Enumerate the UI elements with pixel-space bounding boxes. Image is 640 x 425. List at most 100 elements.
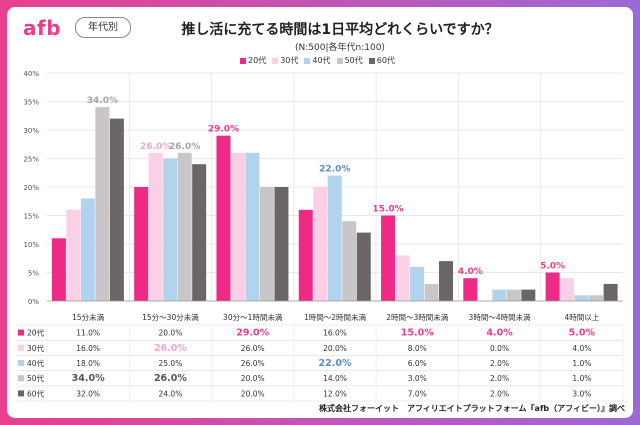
table-cell: 2.0% bbox=[490, 359, 509, 368]
table-cell: 20.0% bbox=[241, 374, 265, 383]
y-tick-label: 0% bbox=[28, 298, 39, 306]
y-tick-label: 35% bbox=[23, 99, 39, 107]
bar-60代 bbox=[356, 232, 371, 301]
bar-30代 bbox=[66, 209, 81, 301]
legend-swatch bbox=[368, 57, 375, 64]
table-cell: 2.0% bbox=[490, 389, 509, 398]
bar-20代 bbox=[216, 135, 231, 301]
bar-20代 bbox=[51, 238, 66, 301]
x-tick-label: 15分～30分未満 bbox=[142, 312, 199, 322]
data-label: 26.0% bbox=[169, 142, 200, 152]
table-cell: 7.0% bbox=[408, 389, 427, 398]
legend-swatch bbox=[272, 57, 279, 64]
table-cell: 1.0% bbox=[572, 359, 591, 368]
x-tick-label: 3時間～4時間未満 bbox=[469, 312, 532, 322]
table-cell: 16.0% bbox=[76, 344, 100, 353]
table-cell: 15.0% bbox=[401, 328, 434, 339]
table-cell: 3.0% bbox=[408, 374, 427, 383]
bar-30代 bbox=[395, 255, 410, 301]
bar-40代 bbox=[327, 175, 342, 301]
table-cell: 12.0% bbox=[323, 389, 347, 398]
table-cell: 26.0% bbox=[154, 373, 187, 384]
table-row-label: 60代 bbox=[27, 388, 45, 398]
table-row-label: 30代 bbox=[27, 343, 45, 353]
legend-label: 30代 bbox=[280, 56, 299, 65]
table-row-swatch bbox=[18, 375, 24, 382]
table-cell: 6.0% bbox=[408, 359, 427, 368]
table-cell: 24.0% bbox=[159, 389, 183, 398]
y-tick-label: 40% bbox=[23, 70, 39, 78]
table-cell: 22.0% bbox=[319, 358, 352, 369]
bar-30代 bbox=[560, 278, 575, 301]
bar-50代 bbox=[424, 283, 439, 301]
bar-40代 bbox=[410, 266, 425, 301]
bar-chart: 0% 5% 10% 15% 20% 25% 30% 35% 40% 15分未満 15分～30分未満 3… bbox=[17, 70, 624, 402]
y-tick-label: 25% bbox=[23, 156, 39, 164]
table-cell: 8.0% bbox=[408, 344, 427, 353]
table-cell: 14.0% bbox=[323, 374, 347, 383]
table-cell: 34.0% bbox=[72, 373, 105, 384]
bar-20代 bbox=[134, 187, 149, 301]
data-label: 15.0% bbox=[372, 205, 403, 215]
table-cell: 5.0% bbox=[569, 328, 596, 339]
y-tick-label: 5% bbox=[28, 270, 39, 278]
table-row-swatch bbox=[18, 344, 24, 351]
legend-label: 40代 bbox=[312, 56, 331, 65]
legend-item: 40代 bbox=[304, 55, 331, 66]
bar-40代 bbox=[492, 289, 507, 301]
legend-item: 30代 bbox=[272, 55, 298, 66]
bar-50代 bbox=[506, 289, 521, 301]
data-label: 34.0% bbox=[87, 96, 118, 106]
bar-50代 bbox=[589, 295, 604, 301]
legend-swatch bbox=[240, 57, 246, 64]
table-row-swatch bbox=[18, 329, 24, 336]
afb-logo: afb bbox=[23, 16, 62, 40]
bar-50代 bbox=[259, 187, 274, 301]
legend: 20代 30代 40代 50代 60代 bbox=[240, 55, 395, 66]
table-cell: 18.0% bbox=[76, 359, 100, 368]
bar-50代 bbox=[95, 107, 110, 301]
bar-60代 bbox=[274, 187, 289, 301]
bar-60代 bbox=[603, 283, 618, 301]
legend-item: 20代 bbox=[240, 55, 266, 66]
legend-item: 50代 bbox=[336, 55, 363, 66]
bar-60代 bbox=[192, 164, 207, 301]
bar-50代 bbox=[342, 221, 357, 301]
legend-swatch bbox=[304, 57, 311, 64]
table-cell: 26.0% bbox=[154, 343, 187, 354]
bar-40代 bbox=[80, 198, 95, 301]
table-row-swatch bbox=[18, 390, 24, 397]
legend-label: 20代 bbox=[248, 56, 267, 65]
legend-item: 60代 bbox=[368, 55, 395, 66]
table-row-swatch bbox=[18, 360, 24, 366]
table-cell: 26.0% bbox=[241, 344, 265, 353]
table-cell: 20.0% bbox=[323, 344, 347, 353]
table-cell: 1.0% bbox=[572, 374, 591, 383]
data-label: 26.0% bbox=[140, 142, 171, 152]
y-tick-label: 15% bbox=[23, 213, 39, 221]
y-tick-label: 20% bbox=[23, 184, 39, 192]
table-cell: 32.0% bbox=[76, 389, 100, 398]
table-cell: 4.0% bbox=[572, 344, 591, 353]
bar-20代 bbox=[298, 209, 313, 301]
data-label: 29.0% bbox=[208, 125, 239, 135]
data-label: 4.0% bbox=[458, 267, 483, 277]
x-tick-label: 15分未満 bbox=[72, 312, 105, 322]
bar-20代 bbox=[381, 215, 396, 301]
bar-30代 bbox=[148, 152, 163, 301]
y-tick-label: 30% bbox=[23, 127, 39, 135]
table-cell: 0.0% bbox=[490, 344, 509, 353]
table-row-label: 50代 bbox=[27, 373, 45, 383]
legend-label: 60代 bbox=[376, 56, 395, 65]
table-cell: 4.0% bbox=[486, 328, 513, 339]
table-cell: 11.0% bbox=[76, 329, 100, 338]
bar-30代 bbox=[230, 152, 245, 301]
chart-card: afb 年代別 推し活に充てる時間は1日平均どれくらいですか？ (N:500|各… bbox=[7, 7, 633, 418]
legend-swatch bbox=[336, 57, 343, 64]
data-label: 5.0% bbox=[540, 262, 565, 272]
table-cell: 29.0% bbox=[236, 328, 269, 339]
bar-30代 bbox=[313, 187, 328, 301]
x-tick-label: 1時間～2時間未満 bbox=[304, 312, 367, 322]
chart-subtitle: (N:500|各年代n:100) bbox=[295, 43, 385, 53]
table-cell: 26.0% bbox=[241, 359, 265, 368]
